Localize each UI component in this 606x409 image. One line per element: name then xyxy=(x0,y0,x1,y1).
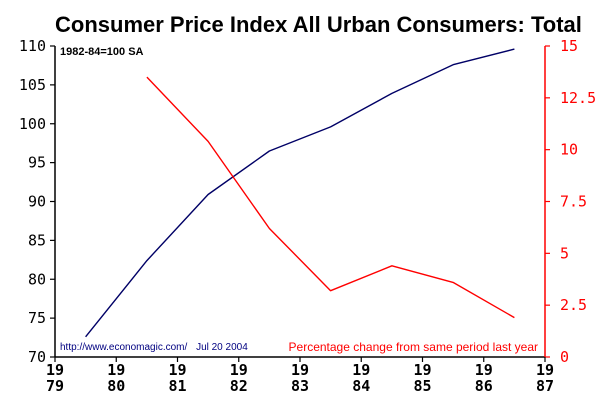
x-tick-label-top: 19 xyxy=(46,361,64,379)
x-tick-label-bottom: 86 xyxy=(475,377,493,395)
x-tick-label-bottom: 87 xyxy=(536,377,554,395)
x-tick-label-top: 19 xyxy=(107,361,125,379)
left-tick-label: 100 xyxy=(19,115,46,133)
left-tick-label: 105 xyxy=(19,76,46,94)
x-tick-label-top: 19 xyxy=(168,361,186,379)
x-tick-label-bottom: 85 xyxy=(413,377,431,395)
x-tick-label-top: 19 xyxy=(536,361,554,379)
right-tick-label: 10 xyxy=(560,141,578,159)
x-tick-label-top: 19 xyxy=(413,361,431,379)
left-axis-ticks: 70 75 80 85 90 95 100 105 110 xyxy=(19,37,55,366)
series-line-cpi xyxy=(85,48,515,338)
left-tick-label: 70 xyxy=(28,348,46,366)
x-tick-label-top: 19 xyxy=(291,361,309,379)
x-tick-label-bottom: 83 xyxy=(291,377,309,395)
x-tick-label-bottom: 80 xyxy=(107,377,125,395)
secondary-series-label: Percentage change from same period last … xyxy=(289,340,538,354)
right-tick-label: 12.5 xyxy=(560,89,596,107)
source-url: http://www.economagic.com/ xyxy=(60,342,187,353)
x-tick-label-top: 19 xyxy=(352,361,370,379)
plot-lines xyxy=(85,48,515,338)
x-tick-label-bottom: 81 xyxy=(168,377,186,395)
axes xyxy=(54,46,546,358)
right-tick-label: 15 xyxy=(560,37,578,55)
source-text: http://www.economagic.com/ Jul 20 2004 xyxy=(60,342,248,353)
left-tick-label: 95 xyxy=(28,154,46,172)
left-tick-label: 85 xyxy=(28,231,46,249)
chart-title: Consumer Price Index All Urban Consumers… xyxy=(55,12,582,37)
right-tick-label: 0 xyxy=(560,348,569,366)
left-tick-label: 90 xyxy=(28,193,46,211)
x-tick-label-bottom: 82 xyxy=(230,377,248,395)
x-tick-label-bottom: 84 xyxy=(352,377,370,395)
left-tick-label: 110 xyxy=(19,37,46,55)
left-tick-label: 75 xyxy=(28,309,46,327)
series-line-pct-change xyxy=(146,76,515,319)
right-tick-label: 7.5 xyxy=(560,193,587,211)
x-tick-label-top: 19 xyxy=(230,361,248,379)
index-base-note: 1982-84=100 SA xyxy=(60,46,144,58)
left-tick-label: 80 xyxy=(28,270,46,288)
source-date: Jul 20 2004 xyxy=(196,342,248,353)
x-tick-label-top: 19 xyxy=(475,361,493,379)
x-tick-label-bottom: 79 xyxy=(46,377,64,395)
right-axis-ticks: 0 2.5 5 7.5 10 12.5 15 xyxy=(545,37,596,366)
right-tick-label: 2.5 xyxy=(560,296,587,314)
right-tick-label: 5 xyxy=(560,244,569,262)
